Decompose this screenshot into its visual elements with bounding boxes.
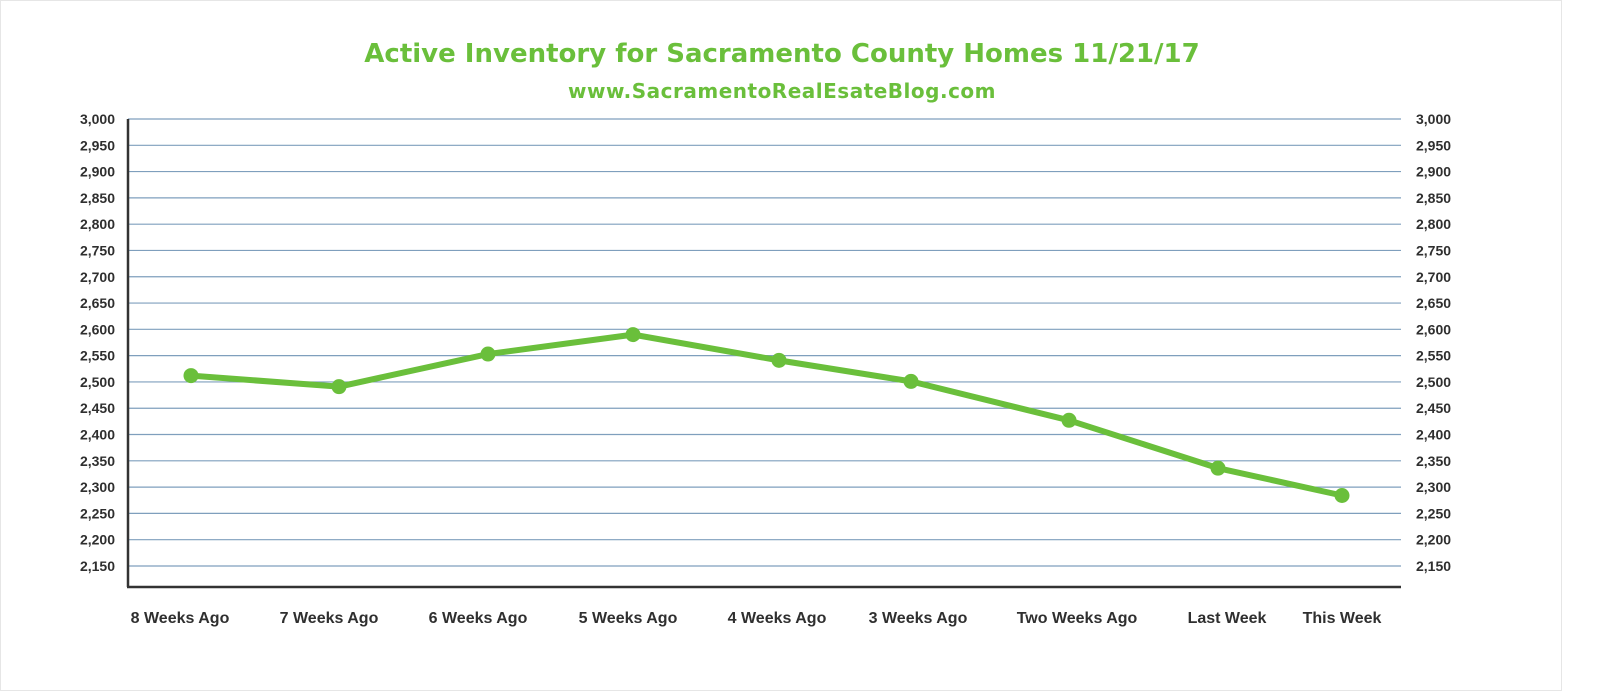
y-tick-label-right: 2,250 bbox=[1416, 505, 1451, 521]
y-tick-label: 2,350 bbox=[80, 453, 115, 469]
y-tick-label: 2,300 bbox=[80, 479, 115, 495]
data-point bbox=[480, 346, 496, 362]
y-tick-label-right: 2,200 bbox=[1416, 532, 1451, 548]
y-tick-label-right: 2,850 bbox=[1416, 190, 1451, 206]
data-point bbox=[331, 379, 347, 395]
y-tick-label: 2,450 bbox=[80, 400, 115, 416]
y-tick-label-right: 2,400 bbox=[1416, 427, 1451, 443]
chart-title: Active Inventory for Sacramento County H… bbox=[364, 39, 1200, 69]
x-axis: 8 Weeks Ago 7 Weeks Ago 6 Weeks Ago 5 Weeks… bbox=[131, 610, 1382, 627]
y-tick-label: 2,600 bbox=[80, 321, 115, 337]
y-tick-label-right: 2,800 bbox=[1416, 216, 1451, 232]
y-tick-label-right: 2,750 bbox=[1416, 242, 1451, 258]
y-tick-label: 2,750 bbox=[80, 242, 115, 258]
series-inventory bbox=[183, 327, 1350, 504]
x-tick-label: Two Weeks Ago bbox=[1017, 610, 1138, 627]
x-tick-label: Last Week bbox=[1188, 610, 1267, 627]
y-tick-label-right: 2,950 bbox=[1416, 137, 1451, 153]
y-axis-right: 3,000 2,950 2,900 2,850 2,800 2,750 2,700 2,650… bbox=[1416, 111, 1451, 574]
y-tick-label-right: 2,500 bbox=[1416, 374, 1451, 390]
y-tick-label-right: 2,450 bbox=[1416, 400, 1451, 416]
y-tick-label-right: 2,600 bbox=[1416, 321, 1451, 337]
data-point bbox=[183, 368, 199, 384]
y-tick-label: 2,150 bbox=[80, 558, 115, 574]
data-point bbox=[1210, 460, 1226, 476]
y-tick-label: 3,000 bbox=[80, 111, 115, 127]
x-tick-label: 7 Weeks Ago bbox=[280, 610, 379, 627]
y-tick-label: 2,900 bbox=[80, 164, 115, 180]
y-tick-label-right: 2,350 bbox=[1416, 453, 1451, 469]
data-point bbox=[1334, 488, 1350, 504]
y-tick-label: 2,950 bbox=[80, 137, 115, 153]
y-tick-label: 2,650 bbox=[80, 295, 115, 311]
y-tick-label: 2,250 bbox=[80, 505, 115, 521]
x-tick-label: This Week bbox=[1303, 610, 1382, 627]
y-tick-label-right: 2,300 bbox=[1416, 479, 1451, 495]
y-tick-label-right: 2,700 bbox=[1416, 269, 1451, 285]
y-tick-label-right: 2,900 bbox=[1416, 164, 1451, 180]
x-tick-label: 5 Weeks Ago bbox=[579, 610, 678, 627]
y-tick-label: 2,550 bbox=[80, 348, 115, 364]
y-tick-label-right: 2,650 bbox=[1416, 295, 1451, 311]
y-tick-label: 2,500 bbox=[80, 374, 115, 390]
axes bbox=[126, 119, 1401, 589]
x-tick-label: 4 Weeks Ago bbox=[728, 610, 827, 627]
data-point bbox=[625, 327, 641, 343]
y-tick-label-right: 2,550 bbox=[1416, 348, 1451, 364]
chart-subtitle: www.SacramentoRealEsateBlog.com bbox=[568, 79, 996, 103]
y-tick-label-right: 2,150 bbox=[1416, 558, 1451, 574]
data-point bbox=[1061, 412, 1077, 428]
y-tick-label: 2,800 bbox=[80, 216, 115, 232]
y-tick-label: 2,200 bbox=[80, 532, 115, 548]
x-tick-label: 8 Weeks Ago bbox=[131, 610, 230, 627]
chart-frame: Active Inventory for Sacramento County H… bbox=[0, 0, 1562, 691]
line-chart: 3,000 2,950 2,900 2,850 2,800 2,750 2,700 2,650… bbox=[80, 111, 1451, 627]
x-tick-label: 3 Weeks Ago bbox=[869, 610, 968, 627]
y-axis-left: 3,000 2,950 2,900 2,850 2,800 2,750 2,700 2,650… bbox=[80, 111, 115, 574]
y-tick-label-right: 3,000 bbox=[1416, 111, 1451, 127]
data-point bbox=[903, 373, 919, 389]
y-tick-label: 2,400 bbox=[80, 427, 115, 443]
y-tick-label: 2,850 bbox=[80, 190, 115, 206]
data-point bbox=[771, 352, 787, 368]
series-line bbox=[188, 331, 1345, 499]
y-tick-label: 2,700 bbox=[80, 269, 115, 285]
gridlines bbox=[128, 118, 1401, 567]
x-tick-label: 6 Weeks Ago bbox=[429, 610, 528, 627]
